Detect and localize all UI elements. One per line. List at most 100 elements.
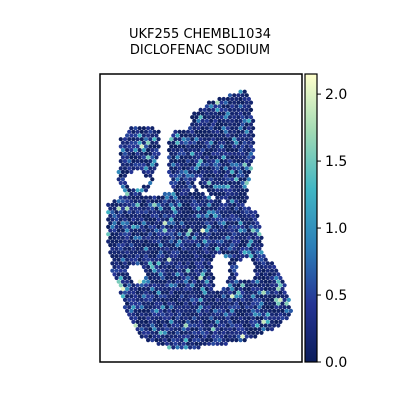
data-spot bbox=[110, 217, 115, 222]
data-spot bbox=[223, 188, 228, 193]
data-spot bbox=[133, 316, 138, 321]
data-spot bbox=[234, 338, 239, 343]
data-spot bbox=[227, 93, 233, 98]
data-spot bbox=[167, 286, 172, 292]
data-spot bbox=[211, 217, 216, 222]
data-spot bbox=[179, 345, 184, 350]
data-spot bbox=[276, 301, 281, 306]
data-spot bbox=[198, 312, 203, 317]
data-spot bbox=[150, 272, 155, 277]
data-spot bbox=[198, 107, 203, 112]
data-spot bbox=[192, 301, 197, 306]
data-spot bbox=[274, 275, 279, 281]
data-spot bbox=[232, 319, 237, 324]
data-spot bbox=[221, 162, 226, 167]
data-spot bbox=[198, 137, 203, 142]
data-spot bbox=[179, 257, 184, 262]
data-spot bbox=[137, 162, 142, 167]
data-spot bbox=[139, 297, 144, 302]
data-spot bbox=[265, 275, 270, 281]
data-spot bbox=[192, 345, 197, 350]
data-spot bbox=[259, 323, 264, 328]
data-spot bbox=[152, 202, 157, 207]
data-spot bbox=[160, 217, 165, 222]
data-spot bbox=[194, 268, 199, 273]
data-spot bbox=[164, 210, 170, 215]
data-spot bbox=[259, 286, 264, 292]
data-spot bbox=[158, 308, 163, 313]
data-spot bbox=[261, 327, 266, 332]
data-spot bbox=[244, 246, 249, 251]
data-spot bbox=[188, 243, 193, 248]
data-spot bbox=[169, 180, 174, 186]
data-spot bbox=[139, 290, 144, 295]
data-spot bbox=[152, 159, 157, 164]
data-spot bbox=[137, 235, 142, 240]
data-spot bbox=[146, 323, 151, 328]
data-spot bbox=[181, 334, 186, 339]
data-spot bbox=[152, 254, 157, 259]
data-spot bbox=[221, 126, 226, 131]
data-spot bbox=[148, 246, 153, 251]
data-spot bbox=[160, 268, 165, 273]
data-spot bbox=[118, 232, 123, 237]
data-spot bbox=[131, 261, 136, 266]
data-spot bbox=[141, 286, 146, 292]
data-spot bbox=[169, 319, 174, 324]
data-spot bbox=[274, 305, 279, 310]
data-spot bbox=[236, 137, 241, 142]
data-spot bbox=[217, 323, 222, 328]
data-spot bbox=[125, 243, 130, 248]
data-spot bbox=[213, 301, 218, 306]
data-spot bbox=[139, 188, 144, 193]
data-spot bbox=[194, 254, 199, 259]
data-spot bbox=[116, 272, 121, 277]
data-spot bbox=[129, 140, 134, 145]
data-spot bbox=[196, 279, 201, 284]
data-spot bbox=[141, 279, 146, 284]
data-spot bbox=[225, 213, 230, 218]
data-spot bbox=[112, 213, 117, 218]
data-spot bbox=[202, 297, 207, 302]
data-spot bbox=[156, 224, 161, 229]
data-spot bbox=[242, 279, 247, 284]
data-spot bbox=[211, 188, 216, 193]
data-spot bbox=[185, 261, 191, 266]
data-spot bbox=[122, 254, 128, 259]
data-spot bbox=[209, 264, 214, 270]
data-spot bbox=[188, 323, 193, 328]
data-spot bbox=[202, 173, 207, 178]
data-spot bbox=[173, 202, 178, 207]
data-spot bbox=[110, 239, 115, 244]
data-spot bbox=[114, 246, 119, 251]
data-spot bbox=[225, 221, 230, 226]
data-spot bbox=[198, 122, 203, 127]
data-spot bbox=[274, 268, 279, 273]
data-spot bbox=[167, 155, 172, 160]
data-spot bbox=[183, 323, 188, 328]
data-spot bbox=[167, 199, 172, 204]
data-spot bbox=[194, 297, 199, 302]
data-spot bbox=[192, 111, 197, 116]
data-spot bbox=[181, 275, 186, 281]
data-spot bbox=[188, 133, 193, 138]
data-spot bbox=[219, 312, 224, 317]
data-spot bbox=[202, 290, 207, 295]
data-spot bbox=[185, 319, 191, 324]
data-spot bbox=[244, 290, 249, 295]
data-spot bbox=[274, 319, 279, 324]
data-spot bbox=[137, 228, 142, 233]
data-spot bbox=[125, 155, 130, 160]
data-spot bbox=[171, 228, 176, 233]
data-spot bbox=[141, 155, 146, 160]
data-spot bbox=[192, 140, 197, 145]
data-spot bbox=[141, 213, 146, 218]
data-spot bbox=[230, 257, 235, 262]
data-spot bbox=[154, 279, 159, 284]
data-spot bbox=[217, 235, 222, 240]
data-spot bbox=[230, 338, 235, 343]
data-spot bbox=[192, 250, 197, 255]
data-spot bbox=[265, 290, 270, 295]
data-spot bbox=[173, 246, 178, 251]
data-spot bbox=[122, 166, 128, 171]
